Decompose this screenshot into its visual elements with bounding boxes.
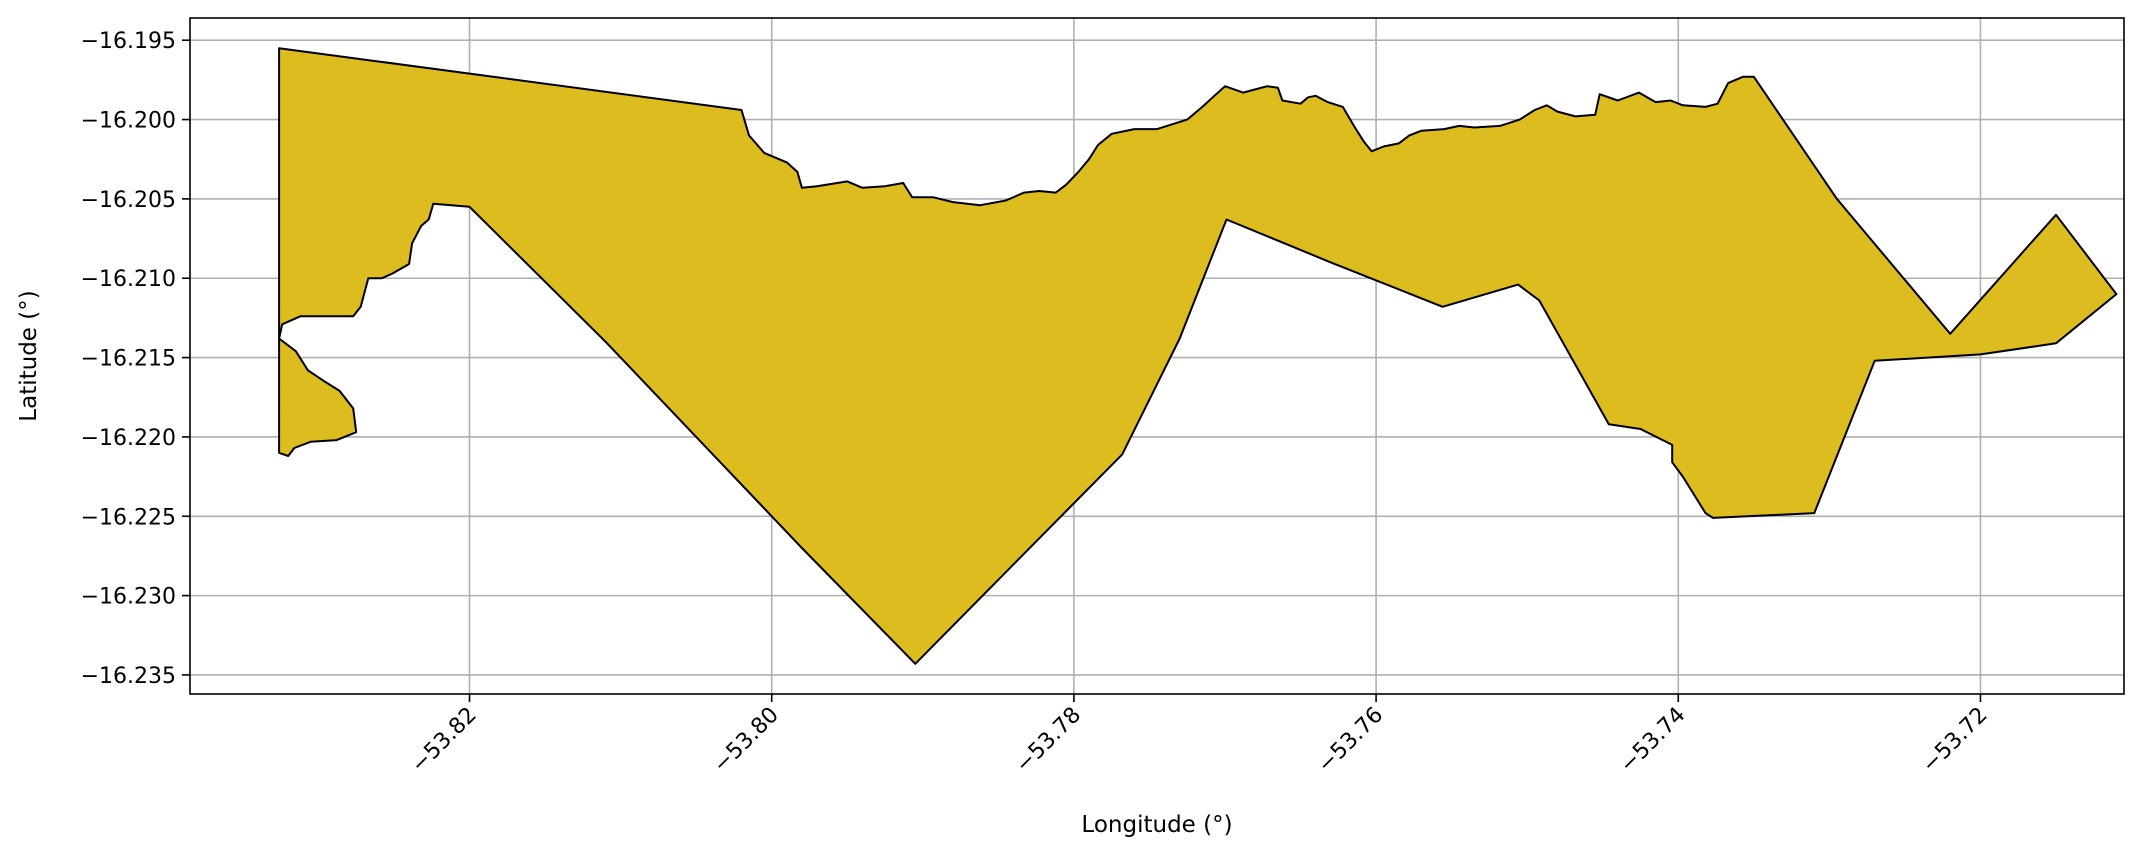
plot-frame	[189, 17, 2125, 695]
x-tick-label: −53.76	[1313, 703, 1388, 778]
y-tick-label: −16.195	[81, 29, 176, 54]
x-tick-label: −53.82	[407, 703, 482, 778]
x-tick-label: −53.74	[1615, 703, 1690, 778]
y-tick-label: −16.210	[81, 267, 176, 292]
y-tick-label: −16.200	[81, 109, 176, 134]
x-tick-label: −53.80	[709, 703, 784, 778]
y-tick-label: −16.205	[81, 188, 176, 213]
y-tick-label: −16.215	[81, 347, 176, 372]
x-tick-label: −53.78	[1011, 703, 1086, 778]
y-tick-label: −16.230	[81, 585, 176, 610]
x-tick-label: −53.72	[1917, 703, 1992, 778]
region-layer	[278, 47, 2118, 665]
y-axis-ticks: −16.195 −16.200 −16.205 −16.210 −16.215 −16.2…	[81, 29, 190, 689]
x-axis-ticks: −53.82 −53.80 −53.78 −53.76 −53.74 −53.72	[407, 694, 1993, 778]
y-tick-label: −16.225	[81, 505, 176, 530]
region-polygon	[278, 47, 2118, 665]
y-axis-label: Latitude (°)	[16, 290, 42, 421]
y-tick-label: −16.220	[81, 426, 176, 451]
x-axis-label: Longitude (°)	[1081, 812, 1232, 838]
y-tick-label: −16.235	[81, 664, 176, 689]
